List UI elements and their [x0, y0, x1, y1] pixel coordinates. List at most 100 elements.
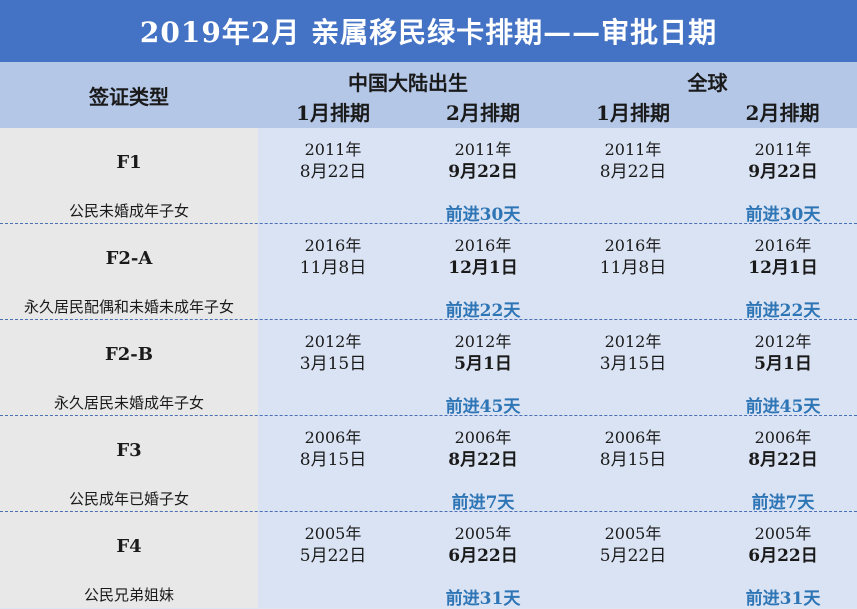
date-month-day: 8月22日	[299, 162, 367, 182]
date-month-day: 6月22日	[748, 546, 818, 566]
date-month-day: 6月22日	[448, 546, 518, 566]
china-feb-date-cell: 2005年 6月22日	[408, 522, 558, 568]
visa-code: F3	[116, 440, 142, 461]
visa-type-column	[0, 128, 258, 608]
table-row: F4 公民兄弟姐妹 2005年 5月22日 2005年 6月22日 2005年 5月22日 20…	[0, 512, 857, 609]
china-advance-label: 前进22天	[445, 301, 521, 321]
china-born-header: 中国大陆出生	[348, 70, 468, 95]
china-feb-header: 2月排期	[446, 100, 520, 125]
global-jan-date-cell: 2005年 5月22日	[558, 522, 708, 568]
date-year: 2011年	[754, 140, 812, 159]
date-month-day: 3月15日	[599, 354, 667, 374]
date-year: 2016年	[304, 236, 362, 255]
date-month-day: 12月1日	[748, 258, 818, 278]
visa-code: F1	[116, 152, 142, 173]
row-divider	[0, 511, 857, 512]
china-jan-date-cell: 2011年 8月22日	[258, 138, 408, 184]
global-jan-header: 1月排期	[596, 100, 670, 125]
date-month-day: 5月1日	[454, 354, 512, 374]
visa-description: 公民成年已婚子女	[68, 490, 189, 508]
china-advance-label: 前进7天	[451, 493, 515, 513]
date-month-day: 8月22日	[748, 450, 818, 470]
china-feb-date-cell: 2011年 9月22日	[408, 138, 558, 184]
global-feb-date-cell: 2006年 8月22日	[708, 426, 857, 472]
date-month-day: 9月22日	[748, 162, 818, 182]
global-jan-date-cell: 2012年 3月15日	[558, 330, 708, 376]
table-row: F2-B 永久居民未婚成年子女 2012年 3月15日 2012年 5月1日 2012年 3月…	[0, 320, 857, 417]
visa-description: 永久居民未婚成年子女	[53, 394, 204, 412]
date-year: 2006年	[604, 428, 662, 447]
global-feb-date-cell: 2012年 5月1日	[708, 330, 857, 376]
date-month-day: 8月15日	[299, 450, 367, 470]
date-year: 2005年	[454, 524, 512, 543]
global-feb-date-cell: 2005年 6月22日	[708, 522, 857, 568]
china-feb-date-cell: 2012年 5月1日	[408, 330, 558, 376]
china-advance-label: 前进45天	[445, 397, 521, 417]
date-year: 2011年	[454, 140, 512, 159]
row-divider	[0, 223, 857, 224]
china-advance-label: 前进30天	[445, 205, 521, 225]
date-month-day: 5月1日	[754, 354, 812, 374]
date-year: 2016年	[454, 236, 512, 255]
global-feb-date-cell: 2016年 12月1日	[708, 234, 857, 280]
date-month-day: 5月22日	[599, 546, 667, 566]
date-month-day: 5月22日	[299, 546, 367, 566]
visa-code: F2-B	[105, 344, 153, 365]
visa-code: F2-A	[105, 248, 153, 269]
global-jan-date-cell: 2006年 8月15日	[558, 426, 708, 472]
global-jan-date-cell: 2011年 8月22日	[558, 138, 708, 184]
global-advance-label: 前进30天	[745, 205, 821, 225]
date-month-day: 12月1日	[448, 258, 518, 278]
date-year: 2006年	[454, 428, 512, 447]
table-row: F2-A 永久居民配偶和未婚未成年子女 2016年 11月8日 2016年 12月1日 20…	[0, 224, 857, 321]
date-month-day: 8月22日	[448, 450, 518, 470]
date-month-day: 9月22日	[448, 162, 518, 182]
visa-description: 公民兄弟姐妹	[83, 586, 174, 604]
date-year: 2012年	[754, 332, 812, 351]
date-year: 2012年	[604, 332, 662, 351]
row-divider	[0, 415, 857, 416]
date-month-day: 8月15日	[599, 450, 667, 470]
date-year: 2005年	[304, 524, 362, 543]
date-month-day: 11月8日	[299, 258, 367, 278]
table-title: 2019年2月 亲属移民绿卡排期——审批日期	[0, 0, 857, 62]
row-divider	[0, 319, 857, 320]
date-month-day: 3月15日	[299, 354, 367, 374]
china-jan-header: 1月排期	[296, 100, 370, 125]
visa-description: 永久居民配偶和未婚未成年子女	[23, 298, 234, 316]
date-year: 2006年	[304, 428, 362, 447]
china-advance-label: 前进31天	[445, 589, 521, 609]
china-jan-date-cell: 2005年 5月22日	[258, 522, 408, 568]
global-jan-date-cell: 2016年 11月8日	[558, 234, 708, 280]
date-year: 2011年	[604, 140, 662, 159]
dates-area	[258, 128, 857, 608]
date-year: 2012年	[454, 332, 512, 351]
date-year: 2016年	[754, 236, 812, 255]
global-feb-header: 2月排期	[745, 100, 820, 125]
date-year: 2006年	[754, 428, 812, 447]
date-month-day: 8月22日	[599, 162, 667, 182]
global-advance-label: 前进31天	[745, 589, 821, 609]
table-header: 签证类型 中国大陆出生 全球 1月排期 2月排期 1月排期 2月排期	[0, 62, 857, 128]
china-feb-date-cell: 2006年 8月22日	[408, 426, 558, 472]
china-jan-date-cell: 2006年 8月15日	[258, 426, 408, 472]
date-year: 2005年	[754, 524, 812, 543]
date-year: 2016年	[604, 236, 662, 255]
table-row: F1 公民未婚成年子女 2011年 8月22日 2011年 9月22日 2011年 8月22日…	[0, 128, 857, 225]
date-year: 2005年	[604, 524, 662, 543]
global-feb-date-cell: 2011年 9月22日	[708, 138, 857, 184]
visa-code: F4	[116, 536, 142, 557]
global-advance-label: 前进45天	[745, 397, 821, 417]
visa-description: 公民未婚成年子女	[68, 202, 189, 220]
china-jan-date-cell: 2012年 3月15日	[258, 330, 408, 376]
date-year: 2012年	[304, 332, 362, 351]
china-feb-date-cell: 2016年 12月1日	[408, 234, 558, 280]
global-advance-label: 前进7天	[751, 493, 815, 513]
china-jan-date-cell: 2016年 11月8日	[258, 234, 408, 280]
table-row: F3 公民成年已婚子女 2006年 8月15日 2006年 8月22日 2006年 8月15日…	[0, 416, 857, 513]
date-year: 2011年	[304, 140, 362, 159]
date-month-day: 11月8日	[599, 258, 667, 278]
worldwide-header: 全球	[687, 70, 728, 95]
global-advance-label: 前进22天	[745, 301, 821, 321]
visa-type-header: 签证类型	[89, 84, 169, 109]
